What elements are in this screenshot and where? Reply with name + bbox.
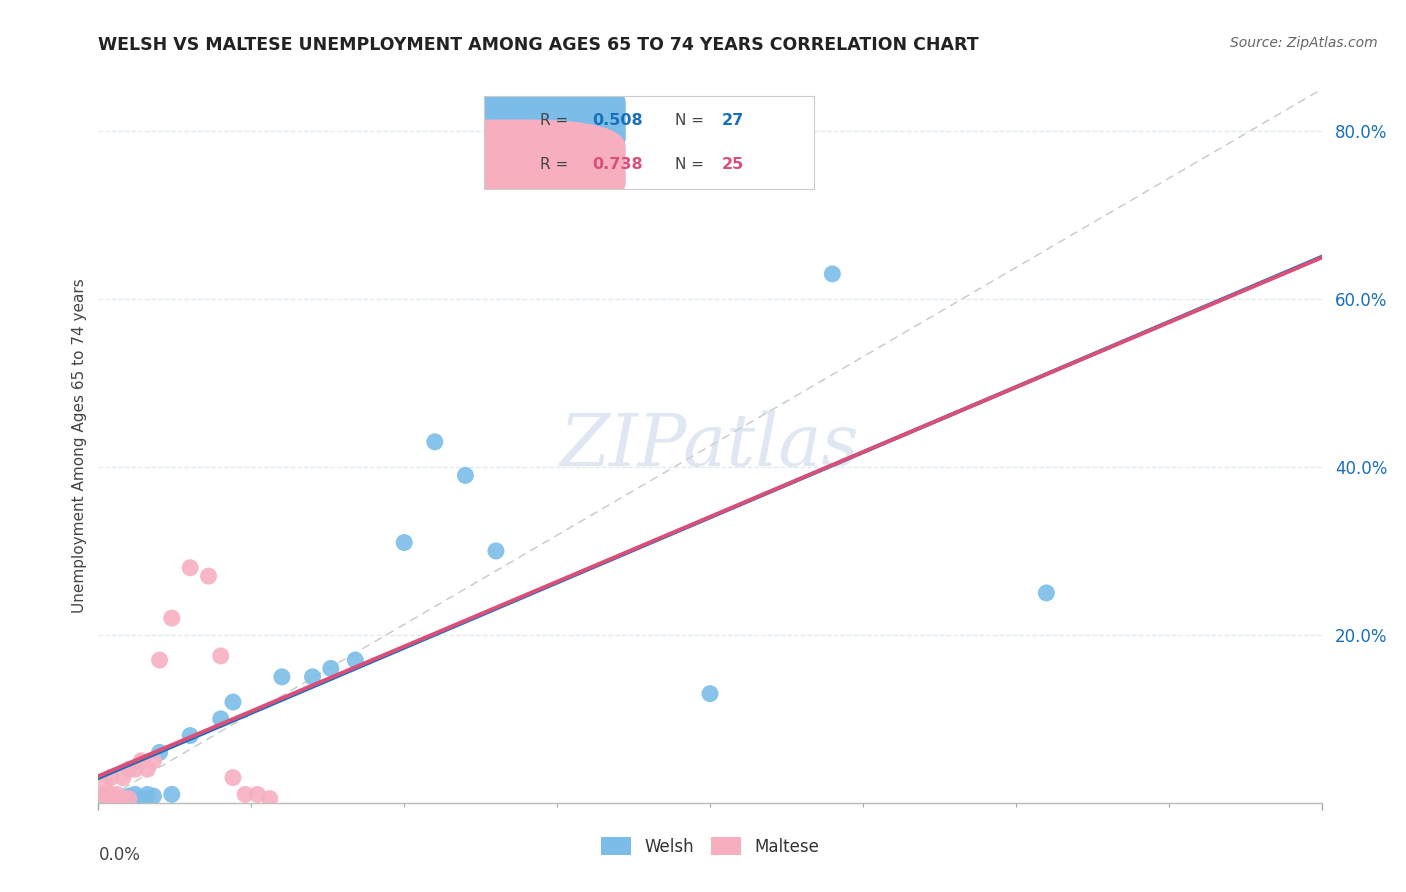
Point: [111, 791, 134, 805]
Point: [105, 791, 128, 805]
Text: Source: ZipAtlas.com: Source: ZipAtlas.com: [1230, 36, 1378, 50]
Point: [233, 788, 256, 802]
Point: [821, 267, 844, 281]
Point: [93, 791, 115, 805]
Point: [93, 788, 115, 802]
Point: [160, 788, 183, 802]
Point: [392, 535, 416, 549]
Point: [105, 788, 128, 802]
Y-axis label: Unemployment Among Ages 65 to 74 years: Unemployment Among Ages 65 to 74 years: [72, 278, 87, 614]
Point: [179, 560, 201, 574]
Point: [454, 468, 477, 483]
Point: [129, 754, 152, 768]
Text: WELSH VS MALTESE UNEMPLOYMENT AMONG AGES 65 TO 74 YEARS CORRELATION CHART: WELSH VS MALTESE UNEMPLOYMENT AMONG AGES…: [98, 36, 979, 54]
Point: [118, 791, 141, 805]
Point: [485, 544, 508, 558]
Point: [136, 762, 159, 776]
Point: [136, 788, 159, 802]
Point: [142, 789, 165, 803]
Text: 0.0%: 0.0%: [98, 846, 141, 863]
Point: [699, 687, 721, 701]
Point: [160, 611, 183, 625]
Point: [1035, 586, 1057, 600]
Point: [105, 791, 128, 805]
Point: [100, 791, 122, 805]
Point: [93, 791, 115, 805]
Text: ZIPatlas: ZIPatlas: [560, 410, 860, 482]
Point: [124, 762, 146, 776]
Point: [100, 771, 122, 785]
Point: [100, 788, 122, 802]
Point: [111, 771, 134, 785]
Point: [118, 762, 141, 776]
Point: [93, 774, 115, 789]
Point: [149, 653, 172, 667]
Point: [209, 712, 232, 726]
Point: [124, 788, 146, 802]
Point: [222, 771, 245, 785]
Point: [423, 434, 446, 449]
Point: [93, 788, 115, 802]
Point: [179, 729, 201, 743]
Legend: Welsh, Maltese: Welsh, Maltese: [595, 830, 825, 863]
Point: [319, 661, 342, 675]
Point: [246, 788, 269, 802]
Point: [222, 695, 245, 709]
Point: [111, 791, 134, 805]
Point: [270, 670, 292, 684]
Point: [149, 746, 172, 760]
Point: [301, 670, 323, 684]
Point: [197, 569, 219, 583]
Point: [344, 653, 367, 667]
Point: [129, 791, 152, 805]
Point: [259, 791, 281, 805]
Point: [118, 789, 141, 803]
Point: [142, 754, 165, 768]
Point: [209, 648, 232, 663]
Point: [100, 789, 122, 803]
Point: [100, 791, 122, 805]
